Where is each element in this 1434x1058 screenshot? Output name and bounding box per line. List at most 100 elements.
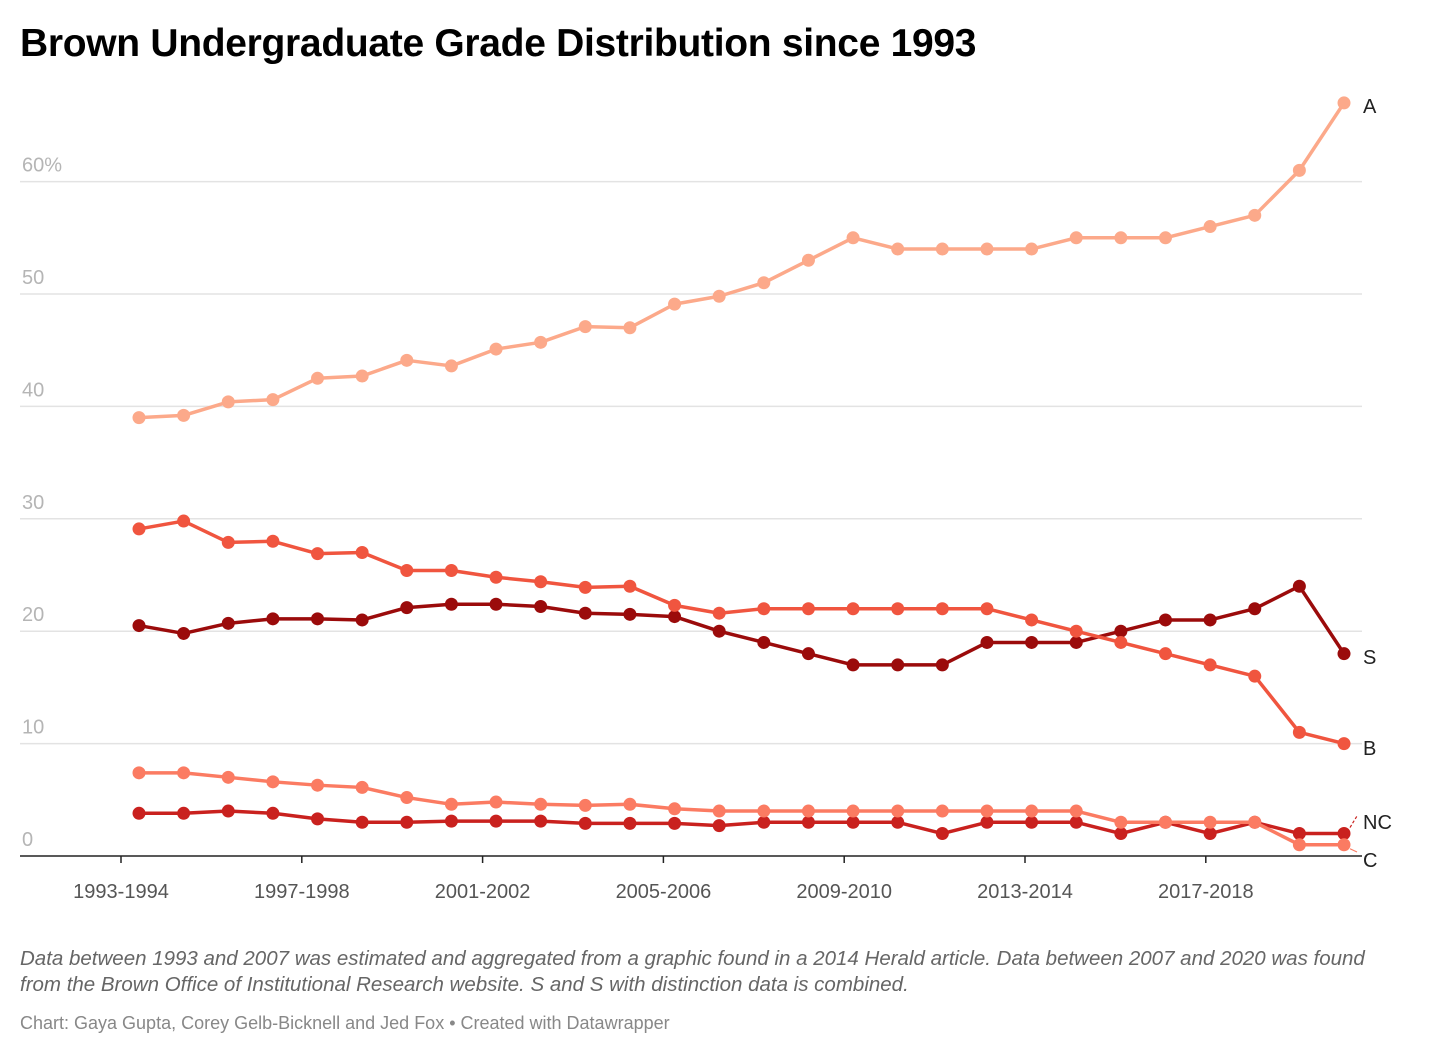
data-point <box>1337 838 1351 852</box>
data-point <box>1025 613 1039 627</box>
series-s: S <box>132 579 1376 672</box>
data-point <box>1292 725 1306 739</box>
data-point <box>1203 613 1217 627</box>
data-point <box>801 253 815 267</box>
data-point <box>1292 827 1306 841</box>
data-point <box>444 797 458 811</box>
data-point <box>1025 635 1039 649</box>
data-point <box>534 814 548 828</box>
data-point <box>489 570 503 584</box>
series-label: A <box>1363 96 1377 118</box>
data-point <box>1069 635 1083 649</box>
data-point <box>935 602 949 616</box>
data-point <box>578 798 592 812</box>
y-tick-label: 10 <box>22 717 44 739</box>
data-point <box>266 612 280 626</box>
data-point <box>1248 669 1262 683</box>
data-point <box>400 791 414 805</box>
data-point <box>1203 658 1217 672</box>
data-point <box>534 797 548 811</box>
data-point <box>623 797 637 811</box>
x-tick-label: 1997-1998 <box>254 881 350 903</box>
data-point <box>1337 96 1351 110</box>
data-point <box>891 815 905 829</box>
data-point <box>221 616 235 630</box>
chart-byline: Chart: Gaya Gupta, Corey Gelb-Bicknell a… <box>20 1013 670 1033</box>
y-tick-label: 30 <box>22 492 44 514</box>
data-point <box>1158 647 1172 661</box>
data-point <box>668 297 682 311</box>
data-point <box>757 602 771 616</box>
data-point <box>1248 815 1262 829</box>
data-point <box>935 804 949 818</box>
data-point <box>534 575 548 589</box>
data-point <box>132 766 146 780</box>
data-point <box>489 597 503 611</box>
data-point <box>444 814 458 828</box>
data-point <box>1069 815 1083 829</box>
data-point <box>1292 579 1306 593</box>
x-tick-label: 2001-2002 <box>435 881 531 903</box>
data-point <box>891 804 905 818</box>
data-point <box>400 353 414 367</box>
data-point <box>400 815 414 829</box>
data-point <box>132 806 146 820</box>
chart-title: Brown Undergraduate Grade Distribution s… <box>20 22 977 65</box>
data-point <box>444 359 458 373</box>
data-point <box>578 320 592 334</box>
series-line <box>139 809 1345 836</box>
data-point <box>846 804 860 818</box>
data-point <box>311 778 325 792</box>
data-point <box>1069 624 1083 638</box>
data-point <box>400 564 414 578</box>
data-point <box>266 534 280 548</box>
data-point <box>177 766 191 780</box>
data-point <box>1114 231 1128 245</box>
data-point <box>578 606 592 620</box>
data-point <box>712 819 726 833</box>
x-tick-label: 2017-2018 <box>1158 881 1254 903</box>
data-point <box>757 804 771 818</box>
series-b: B <box>132 514 1376 760</box>
data-point <box>668 816 682 830</box>
data-point <box>757 815 771 829</box>
data-point <box>177 806 191 820</box>
data-point <box>489 342 503 356</box>
data-point <box>311 612 325 626</box>
data-point <box>221 804 235 818</box>
data-point <box>1337 647 1351 661</box>
data-point <box>578 816 592 830</box>
data-point <box>668 598 682 612</box>
x-tick-label: 2005-2006 <box>616 881 712 903</box>
data-point <box>757 276 771 290</box>
label-leader <box>1349 848 1358 853</box>
data-point <box>757 635 771 649</box>
data-point <box>1114 635 1128 649</box>
data-point <box>266 393 280 407</box>
series-c: C <box>132 766 1377 872</box>
data-point <box>534 599 548 613</box>
data-point <box>355 613 369 627</box>
y-tick-label: 50 <box>22 267 44 289</box>
data-point <box>1114 815 1128 829</box>
series-line <box>138 519 1345 746</box>
series-line <box>139 771 1345 847</box>
data-point <box>1203 220 1217 234</box>
data-point <box>668 610 682 624</box>
data-point <box>177 514 191 528</box>
data-point <box>846 815 860 829</box>
data-point <box>221 770 235 784</box>
y-tick-label: 0 <box>22 829 33 851</box>
data-point <box>1069 804 1083 818</box>
data-point <box>1114 624 1128 638</box>
data-point <box>623 321 637 335</box>
data-point <box>177 626 191 640</box>
data-point <box>1025 804 1039 818</box>
data-point <box>980 602 994 616</box>
data-point <box>355 815 369 829</box>
x-tick-label: 1993-1994 <box>73 881 169 903</box>
x-tick-label: 2013-2014 <box>977 881 1073 903</box>
data-point <box>444 564 458 578</box>
data-point <box>1114 827 1128 841</box>
data-point <box>935 827 949 841</box>
